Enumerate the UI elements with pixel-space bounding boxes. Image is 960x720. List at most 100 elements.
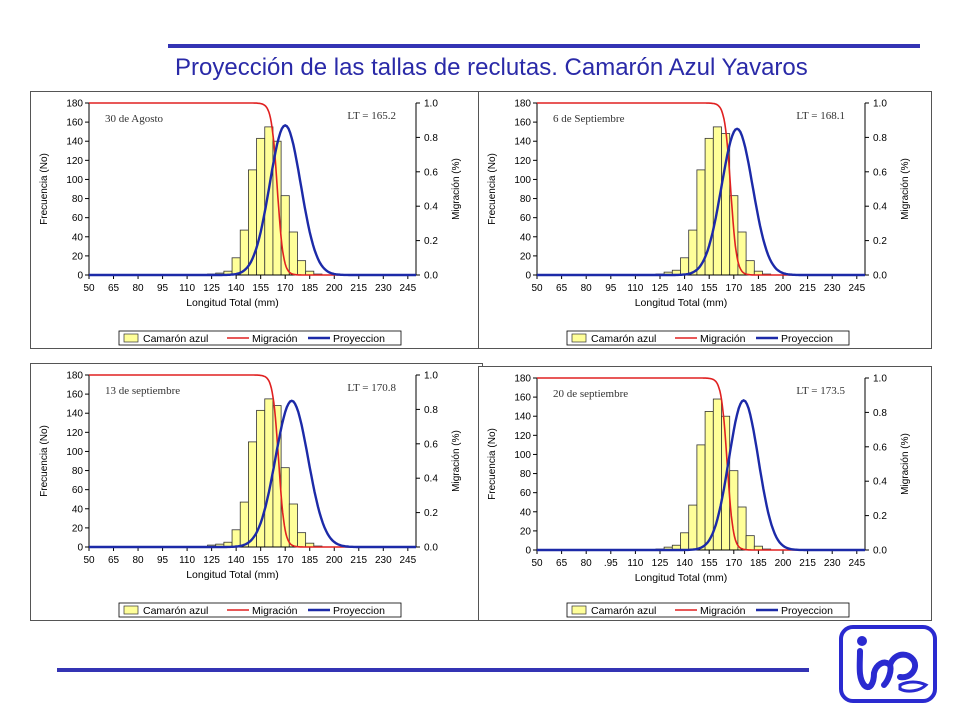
y-tick-label: 160 (66, 390, 83, 401)
y2-tick-label: 0.2 (424, 236, 438, 247)
proyeccion-line (89, 124, 416, 277)
y-tick-label: 160 (514, 118, 531, 129)
legend-swatch-camaron (571, 333, 587, 343)
x-axis-title: Longitud Total (mm) (186, 297, 279, 309)
legend-box (118, 602, 402, 618)
date-annotation: 6 de Septiembre (553, 113, 625, 125)
histogram-bar (704, 411, 714, 551)
y-tick-label: 100 (514, 450, 531, 461)
x-tick-label: 245 (848, 283, 865, 294)
legend-label-proyeccion: Proyeccion (781, 333, 833, 345)
x-tick-label: 200 (775, 558, 792, 569)
chart-panel-13-septiembre: 0 20 40 60 80 100 120 140 160 180 0.0 0.2 0.4 0.6 0.8 1… (30, 363, 483, 621)
y2-axis-title: Migración (%) (900, 158, 911, 220)
x-tick-label: 215 (799, 283, 816, 294)
x-tick-label: 200 (775, 283, 792, 294)
x-tick-label: 185 (301, 283, 318, 294)
histogram-bar (288, 503, 298, 548)
y-tick-label: 160 (66, 118, 83, 129)
proyeccion-line (537, 399, 865, 552)
y-axis-title: Frecuencia (No) (487, 153, 498, 225)
y-tick-label: 0 (77, 543, 83, 554)
legend-label-migracion: Migración (700, 333, 746, 345)
y-tick-label: 100 (66, 175, 83, 186)
legend: Camarón azul Migración Proyeccion (118, 330, 402, 346)
y-axis-title: Frecuencia (No) (39, 153, 50, 225)
x-tick-label: 65 (108, 555, 120, 566)
y2-axis-title: Migración (%) (451, 158, 462, 220)
legend-label-migracion: Migración (252, 333, 298, 345)
y-tick-label: 140 (66, 409, 83, 420)
y2-tick-label: 0.0 (873, 546, 887, 557)
chart-panel-6-septiembre: 0 20 40 60 80 100 120 140 160 180 0.0 0.2 0.4 0.6 0.8 1… (478, 91, 932, 349)
x-tick-label: 95 (157, 283, 169, 294)
bottom-divider-line (57, 668, 809, 672)
chart-svg: 0 20 40 60 80 100 120 140 160 180 0.0 0.2 0.4 0.6 0.8 1… (487, 374, 911, 618)
x-tick-label: 125 (203, 283, 220, 294)
y2-tick-label: 0.4 (873, 202, 887, 213)
page-title: Proyección de las tallas de reclutas. Ca… (175, 54, 808, 81)
y-tick-label: 0 (77, 271, 83, 282)
x-tick-label: 155 (701, 558, 718, 569)
y-tick-label: 60 (72, 213, 84, 224)
histogram-bar (297, 532, 307, 548)
y-tick-label: 60 (72, 485, 84, 496)
legend-swatch-camaron (123, 605, 139, 615)
legend-label-proyeccion: Proyeccion (333, 605, 385, 617)
y2-tick-label: 0.8 (424, 133, 438, 144)
histogram-bar (239, 501, 249, 548)
y2-tick-label: 0.2 (424, 508, 438, 519)
y-tick-label: 60 (520, 213, 532, 224)
x-tick-label: 185 (750, 283, 767, 294)
y2-tick-label: 1.0 (873, 99, 887, 110)
chart-svg: 0 20 40 60 80 100 120 140 160 180 0.0 0.2 0.4 0.6 0.8 1… (39, 99, 462, 346)
histogram-bar (288, 231, 298, 276)
y2-tick-label: 0.4 (424, 474, 438, 485)
y-tick-label: 120 (514, 156, 531, 167)
histogram-bar (712, 126, 722, 276)
x-tick-label: 155 (252, 555, 269, 566)
x-tick-label: 170 (277, 555, 294, 566)
x-tick-label: 125 (652, 558, 669, 569)
x-tick-label: 80 (132, 283, 144, 294)
x-tick-label: 170 (725, 558, 742, 569)
y-tick-label: 140 (514, 137, 531, 148)
x-tick-label: 110 (179, 555, 195, 566)
y-tick-label: 120 (66, 156, 83, 167)
histogram-bar (688, 504, 698, 551)
x-tick-label: 50 (83, 283, 95, 294)
y2-tick-label: 0.0 (873, 271, 887, 282)
x-tick-label: 185 (301, 555, 318, 566)
y2-tick-label: 0.6 (424, 439, 438, 450)
x-tick-label: 110 (627, 283, 643, 294)
inp-logo-icon (838, 625, 938, 705)
x-axis-title: Longitud Total (mm) (635, 572, 728, 584)
y-tick-label: 0 (525, 546, 531, 557)
histogram-bar (737, 231, 747, 276)
chart-panel-20-septiembre: 0 20 40 60 80 100 120 140 160 180 0.0 0.2 0.4 0.6 0.8 1… (478, 366, 932, 621)
x-axis-title: Longitud Total (mm) (635, 297, 728, 309)
y2-tick-label: 0.6 (873, 167, 887, 178)
y2-tick-label: 1.0 (424, 371, 438, 382)
y-tick-label: 80 (520, 194, 532, 205)
x-tick-label: 215 (350, 283, 367, 294)
histogram-bar (745, 535, 755, 551)
x-tick-label: 140 (676, 558, 693, 569)
x-tick-label: 245 (399, 283, 416, 294)
histogram-bar (737, 506, 747, 551)
x-tick-label: 215 (350, 555, 367, 566)
x-tick-label: 50 (83, 555, 95, 566)
y-tick-label: 40 (72, 232, 84, 243)
y-tick-label: 120 (66, 428, 83, 439)
y-tick-label: 40 (520, 232, 532, 243)
y-tick-label: 140 (514, 412, 531, 423)
y2-tick-label: 1.0 (424, 99, 438, 110)
legend-box (566, 602, 850, 618)
legend-box (118, 330, 402, 346)
x-tick-label: 215 (799, 558, 816, 569)
x-tick-label: 230 (375, 283, 392, 294)
y-tick-label: 20 (72, 251, 84, 262)
histogram-bar (256, 409, 266, 548)
y2-tick-label: 0.8 (873, 408, 887, 419)
date-annotation: 20 de septiembre (553, 388, 628, 400)
